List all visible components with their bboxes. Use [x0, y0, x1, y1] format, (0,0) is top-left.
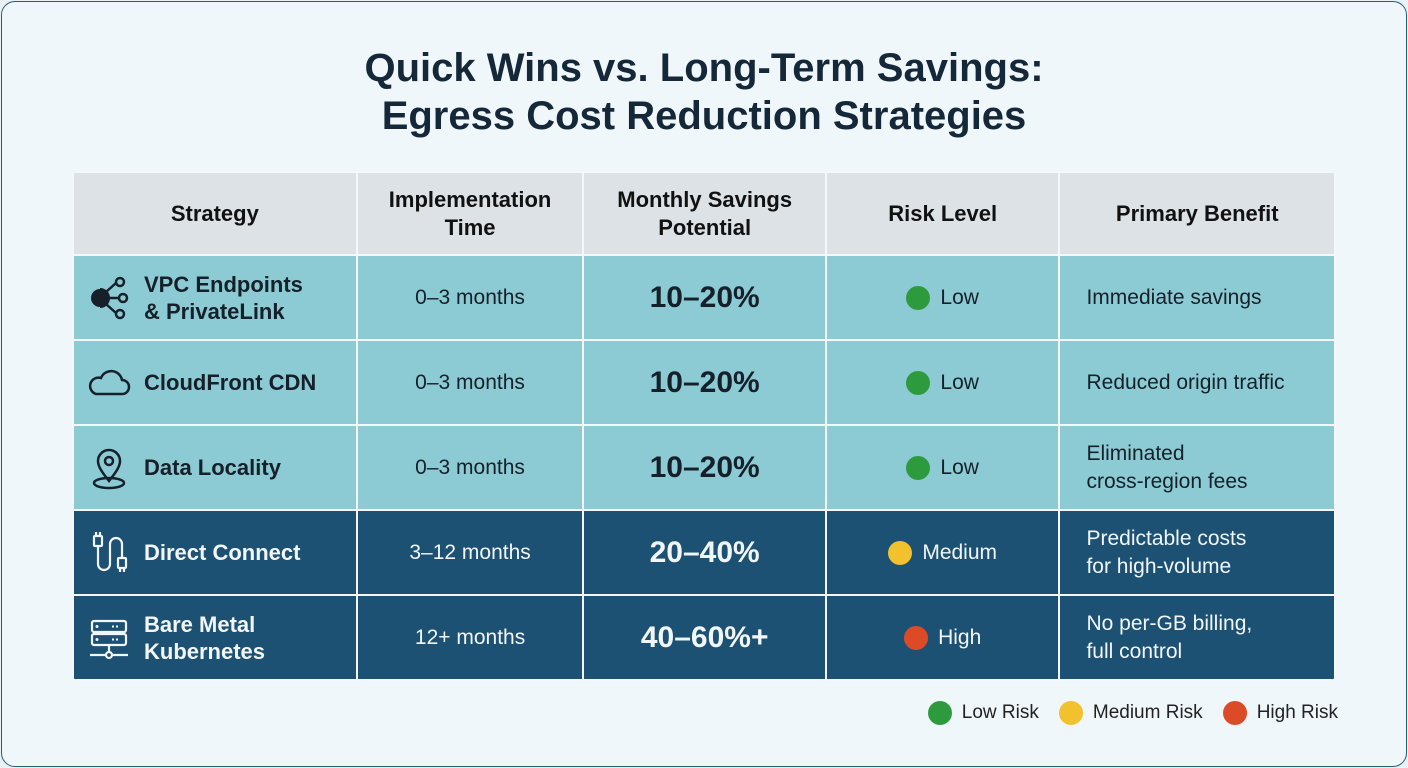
risk-dot-icon [906, 455, 931, 480]
risk-dot-icon [888, 540, 913, 565]
column-header: Monthly Savings Potential [582, 171, 827, 256]
risk-level-cell: Low [824, 339, 1061, 426]
strategy-name: Direct Connect [144, 540, 301, 565]
risk-level-cell: Medium [824, 509, 1061, 596]
header-row: Strategy Implementation Time Monthly Saving… [72, 171, 1336, 256]
primary-benefit: No per-GB billing, full control [1058, 594, 1336, 681]
strategy-cell: Bare Metal Kubernetes [72, 594, 358, 681]
risk-level-cell: Low [824, 254, 1061, 341]
risk-legend: Low Risk Medium Risk High Risk [927, 701, 1338, 725]
table-row: Direct Connect 3–12 months 20–40% Medium… [72, 509, 1336, 596]
strategy-cell: CloudFront CDN [72, 339, 358, 426]
strategy-cell: Direct Connect [72, 509, 358, 596]
risk-level-cell: Low [824, 424, 1061, 511]
legend-item: High Risk [1222, 701, 1338, 725]
legend-dot-icon [927, 701, 952, 725]
risk-level: Low [940, 285, 979, 309]
primary-benefit: Reduced origin traffic [1058, 339, 1336, 426]
risk-level: High [938, 625, 982, 649]
risk-level: Low [940, 455, 979, 479]
table-row: Data Locality 0–3 months 10–20% Low Elim… [72, 424, 1336, 511]
strategy-cell: VPC Endpoints & PrivateLink [72, 254, 358, 341]
risk-dot-icon [906, 285, 931, 310]
title-line-1: Quick Wins vs. Long-Term Savings: [364, 46, 1044, 90]
implementation-time: 0–3 months [355, 254, 585, 341]
table-row: CloudFront CDN 0–3 months 10–20% Low Red… [72, 339, 1336, 426]
savings-potential: 20–40% [582, 509, 827, 596]
strategy-name: VPC Endpoints & PrivateLink [144, 271, 303, 324]
legend-label: Low Risk [961, 702, 1039, 723]
legend-label: Medium Risk [1092, 702, 1203, 723]
strategy-name: Bare Metal Kubernetes [144, 611, 266, 664]
table-row: VPC Endpoints & PrivateLink 0–3 months 10… [72, 254, 1336, 341]
column-header: Implementation Time [355, 171, 585, 256]
risk-dot-icon [906, 370, 931, 395]
risk-level: Medium [922, 540, 998, 564]
strategy-name: Data Locality [144, 455, 281, 480]
savings-potential: 10–20% [582, 254, 827, 341]
risk-level: Low [940, 370, 979, 394]
column-header: Primary Benefit [1058, 171, 1336, 256]
legend-item: Low Risk [927, 701, 1039, 725]
table-row: Bare Metal Kubernetes 12+ months 40–60%+ … [72, 594, 1336, 681]
network-endpoint-icon [91, 276, 129, 319]
cloud-icon [88, 369, 131, 395]
implementation-time: 3–12 months [355, 509, 585, 596]
primary-benefit: Eliminated cross-region fees [1058, 424, 1336, 511]
savings-potential: 40–60%+ [582, 594, 827, 681]
savings-potential: 10–20% [582, 424, 827, 511]
page-title: Quick Wins vs. Long-Term Savings: Egress … [0, 44, 1408, 140]
strategy-name: CloudFront CDN [144, 370, 317, 395]
column-header: Risk Level [824, 171, 1061, 256]
implementation-time: 0–3 months [355, 339, 585, 426]
title-line-2: Egress Cost Reduction Strategies [381, 94, 1027, 138]
primary-benefit: Predictable costs for high-volume [1058, 509, 1336, 596]
implementation-time: 0–3 months [355, 424, 585, 511]
legend-dot-icon [1058, 701, 1083, 725]
column-header: Strategy [72, 171, 358, 256]
strategy-cell: Data Locality [72, 424, 358, 511]
risk-level-cell: High [824, 594, 1061, 681]
implementation-time: 12+ months [355, 594, 585, 681]
location-pin-icon [92, 448, 126, 489]
legend-item: Medium Risk [1058, 701, 1203, 725]
cable-icon [92, 531, 128, 572]
primary-benefit: Immediate savings [1058, 254, 1336, 341]
server-icon [90, 619, 128, 659]
legend-label: High Risk [1256, 702, 1338, 723]
strategy-table: Strategy Implementation Time Monthly Saving… [72, 171, 1336, 681]
savings-potential: 10–20% [582, 339, 827, 426]
risk-dot-icon [904, 625, 929, 650]
legend-dot-icon [1222, 701, 1247, 725]
